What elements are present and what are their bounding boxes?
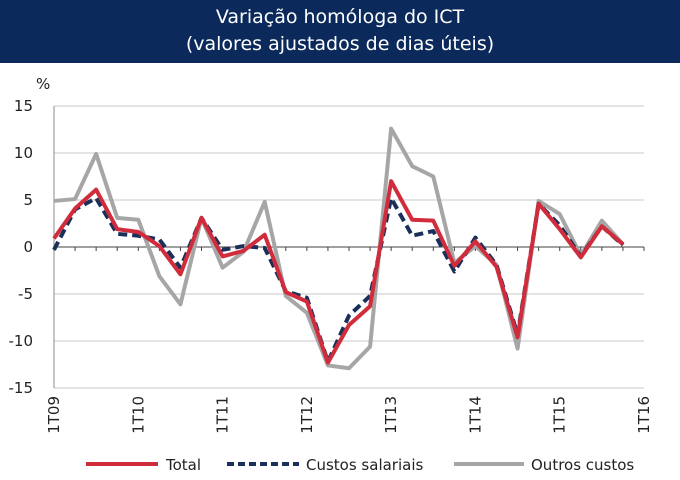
series-line-total: [52, 179, 625, 365]
y-axis-unit-label: %: [36, 75, 50, 93]
y-tick-label: 5: [23, 191, 33, 209]
series-line-outros-custos: [53, 126, 625, 371]
x-tick-label: 1T14: [466, 396, 484, 434]
x-tick-label: 1T10: [129, 396, 147, 434]
y-tick-label: -10: [9, 332, 34, 350]
legend-label-total: Total: [165, 456, 201, 474]
gridlines: [54, 105, 644, 389]
x-tick-label: 1T15: [551, 396, 569, 434]
y-tick-label: -15: [9, 379, 34, 397]
x-tick-label: 1T13: [382, 396, 400, 434]
axes: % 15 10 5 0 -5 -10 -15 1T09 1T10 1T11 1T12 1T13 1T14…: [9, 75, 654, 434]
legend-label-outros-custos: Outros custos: [531, 456, 634, 474]
x-tick-label: 1T11: [214, 396, 232, 434]
x-tick-label: 1T12: [298, 396, 316, 434]
series-lines: [52, 126, 625, 371]
y-tick-label: 10: [14, 144, 33, 162]
y-tick-label: 0: [23, 238, 33, 256]
chart-subtitle: (valores ajustados de dias úteis): [185, 33, 495, 55]
y-tick-label: -5: [18, 285, 33, 303]
x-tick-label: 1T16: [635, 396, 653, 434]
y-tick-label: 15: [14, 97, 33, 115]
legend: Total Custos salariais Outros custos: [86, 456, 634, 474]
legend-label-custos-salariais: Custos salariais: [306, 456, 423, 474]
x-tick-label: 1T09: [45, 396, 63, 434]
chart-title: Variação homóloga do ICT: [215, 6, 465, 28]
chart-title-bar: Variação homóloga do ICT (valores ajusta…: [0, 0, 680, 63]
